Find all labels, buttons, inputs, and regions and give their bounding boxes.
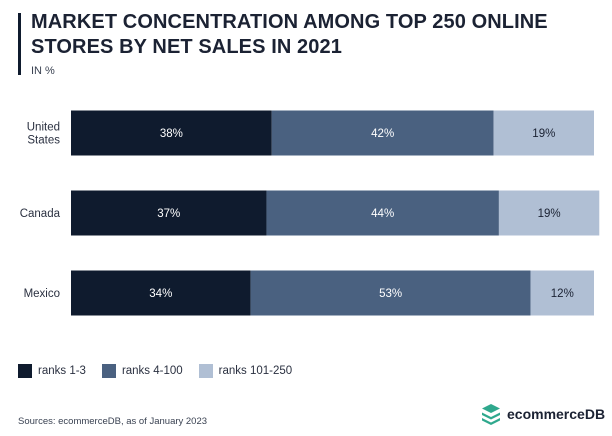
data-label: 19%	[538, 208, 561, 220]
data-label: 44%	[371, 208, 394, 220]
bar-segment	[493, 110, 594, 156]
bar-segment	[71, 110, 272, 156]
bar-segment	[250, 270, 531, 316]
chart-title: MARKET CONCENTRATION AMONG TOP 250 ONLIN…	[31, 11, 548, 58]
data-label: 37%	[157, 208, 180, 220]
bar-segment	[71, 190, 267, 236]
legend-item-ranks-101-250: ranks 101-250	[198, 364, 293, 378]
ecommercedb-logo: ecommerceDB	[481, 403, 605, 425]
bar-segment	[266, 190, 499, 236]
category-label: Mexico	[24, 288, 60, 300]
data-label: 34%	[149, 288, 172, 300]
legend-label: ranks 4-100	[121, 365, 183, 377]
chart-legend: ranks 1-3 ranks 4-100 ranks 101-250	[18, 364, 292, 378]
legend-label: ranks 101-250	[218, 365, 293, 377]
category-label: United	[27, 122, 60, 134]
data-label: 53%	[379, 288, 402, 300]
chart-subtitle: IN %	[31, 65, 55, 77]
bar-segment	[530, 270, 594, 316]
legend-item-ranks-4-100: ranks 4-100	[101, 364, 183, 378]
bar-segment	[498, 190, 600, 236]
data-label: 12%	[551, 288, 574, 300]
source-note: Sources: ecommerceDB, as of January 2023	[18, 416, 208, 427]
category-label: Canada	[20, 208, 61, 220]
legend-swatch-ranks-1-3	[18, 364, 32, 378]
legend-label: ranks 1-3	[38, 365, 86, 377]
ecommercedb-logo-icon	[482, 404, 500, 425]
logo-text: ecommerceDB	[507, 406, 606, 422]
bar-segment	[271, 110, 494, 156]
category-label: States	[27, 135, 60, 147]
title-accent-bar	[18, 13, 21, 75]
data-label: 19%	[532, 128, 555, 140]
legend-swatch-ranks-101-250	[198, 364, 213, 378]
legend-item-ranks-1-3: ranks 1-3	[18, 364, 86, 378]
bar-segment	[71, 270, 251, 316]
data-label: 38%	[160, 128, 183, 140]
legend-swatch-ranks-4-100	[101, 364, 116, 378]
data-label: 42%	[371, 128, 394, 140]
